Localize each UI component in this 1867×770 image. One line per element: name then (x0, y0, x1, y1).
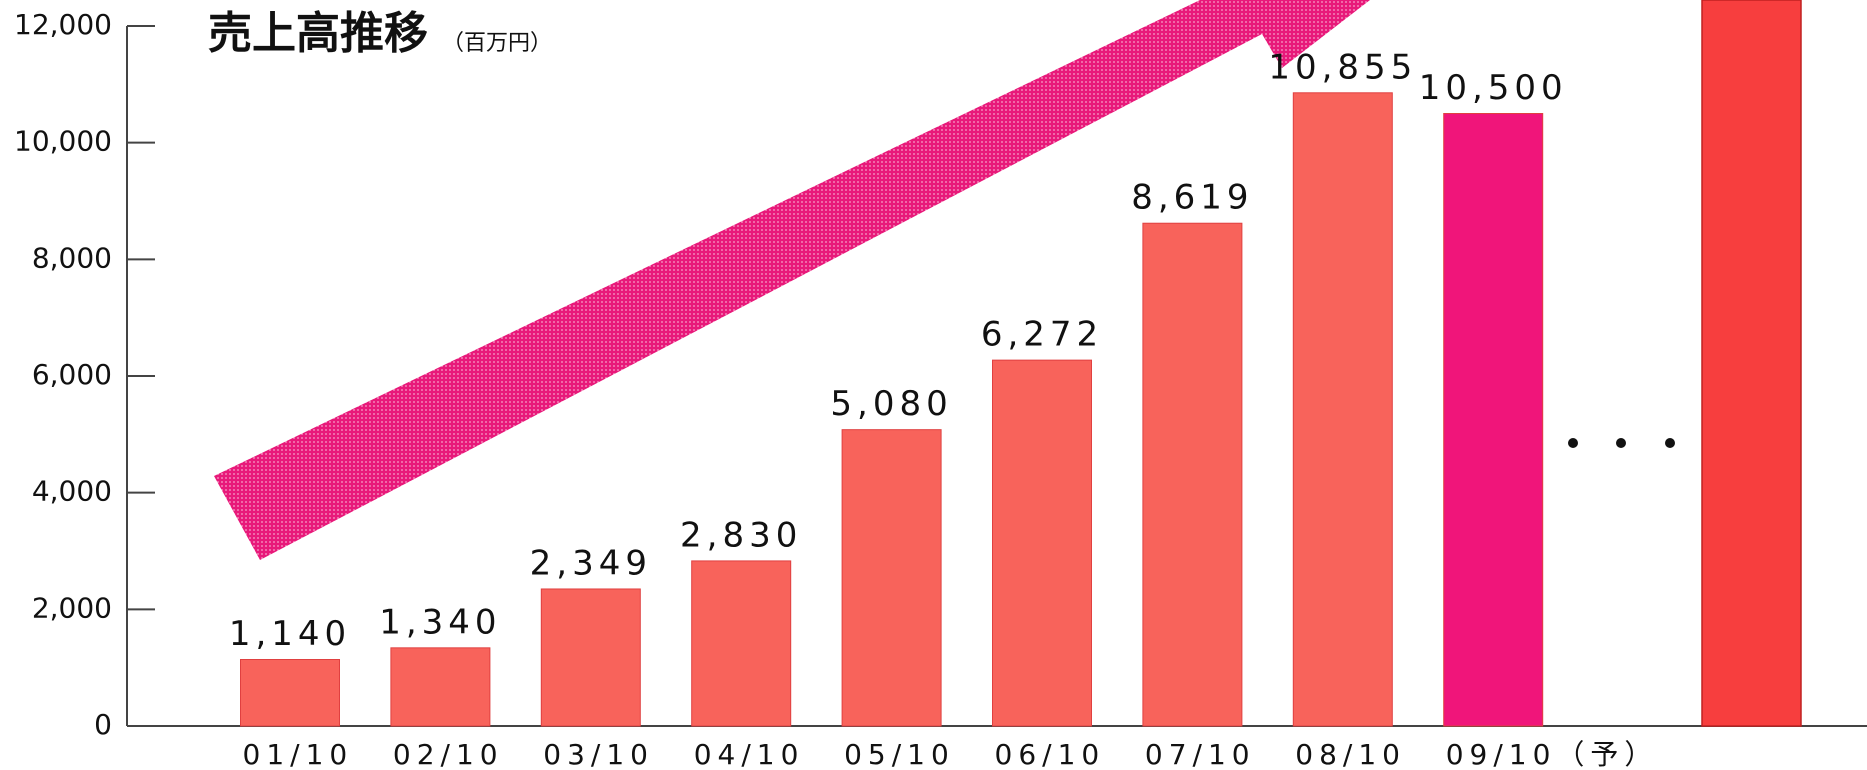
chart-subtitle: （百万円） (442, 31, 552, 56)
x-tick-label: 08/10 (1295, 738, 1406, 770)
value-label: 10,500 (1419, 68, 1568, 108)
chart: 売上高推移 （百万円） 0 2,000 4,000 6,000 8,000 10,000 1… (0, 0, 1867, 770)
value-label: 6,272 (981, 315, 1103, 355)
y-tick-label: 4,000 (32, 475, 112, 508)
value-label: 2,349 (530, 543, 652, 583)
value-label: 1,340 (379, 602, 501, 642)
y-tick-label: 6,000 (32, 358, 112, 391)
bar (1143, 223, 1242, 726)
bar (241, 660, 340, 727)
x-tick-label: 04/10 (694, 738, 805, 770)
ellipsis-dot (1616, 438, 1626, 448)
y-tick-label: 10,000 (14, 125, 112, 158)
value-label: 2,830 (680, 515, 802, 555)
ellipsis-dot (1665, 438, 1675, 448)
value-label: 10,855 (1268, 47, 1417, 87)
y-tick-label: 12,000 (14, 8, 112, 41)
x-tick-label: 09/10（予） (1446, 738, 1659, 770)
y-tick-label: 8,000 (32, 241, 112, 274)
x-tick-label: 07/10 (1145, 738, 1256, 770)
x-tick-label: 05/10 (844, 738, 955, 770)
bar (842, 430, 941, 726)
y-tick-label: 0 (94, 708, 112, 741)
bar (1444, 114, 1543, 727)
x-tick-label: 06/10 (995, 738, 1106, 770)
ellipsis-dot (1568, 438, 1578, 448)
x-tick-label: 01/10 (243, 738, 354, 770)
value-label: 8,619 (1131, 178, 1253, 218)
y-tick-label: 2,000 (32, 591, 112, 624)
bar (993, 360, 1092, 726)
bar (541, 589, 640, 726)
bar (692, 561, 791, 726)
x-tick-label: 02/10 (393, 738, 504, 770)
value-label: 1,140 (229, 614, 351, 654)
future-bar (1702, 0, 1801, 726)
chart-title: 売上高推移 (208, 8, 428, 59)
bar (391, 648, 490, 726)
bar (1293, 93, 1392, 726)
value-label: 5,080 (830, 384, 952, 424)
x-tick-label: 03/10 (543, 738, 654, 770)
